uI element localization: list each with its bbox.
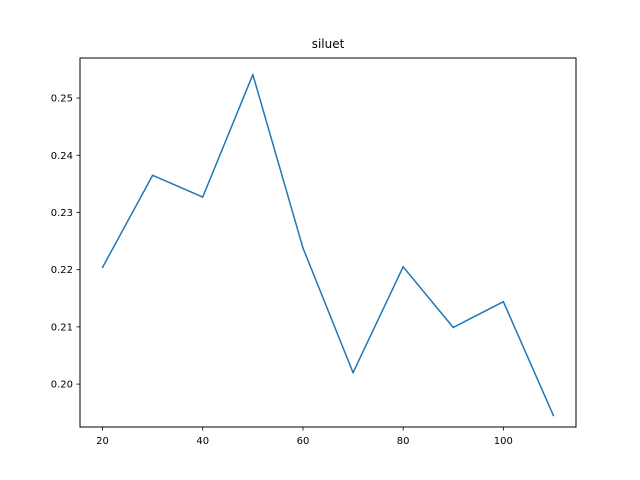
x-tick-label: 60 <box>297 436 310 447</box>
plot-frame <box>79 57 577 428</box>
data-point <box>302 247 304 249</box>
x-tick-label: 20 <box>96 436 109 447</box>
y-tick-label: 0.21 <box>51 322 73 333</box>
y-tick-label: 0.23 <box>51 208 73 219</box>
plot-series <box>101 73 555 417</box>
x-tick-label: 80 <box>397 436 410 447</box>
x-axis: 20 40 60 80 100 <box>96 427 513 447</box>
data-point <box>452 326 455 329</box>
y-tick-label: 0.20 <box>51 380 73 391</box>
series-line <box>101 73 555 416</box>
y-tick-label: 0.24 <box>51 151 73 162</box>
y-tick-label: 0.25 <box>51 94 73 105</box>
x-tick-label: 100 <box>494 436 513 447</box>
data-point <box>552 414 555 417</box>
chart-title: siluet <box>312 37 345 51</box>
data-point <box>101 266 104 269</box>
data-point <box>402 266 404 268</box>
y-tick-label: 0.22 <box>51 265 73 276</box>
data-point <box>502 300 505 303</box>
data-point <box>201 196 204 198</box>
x-tick-label: 40 <box>196 436 209 447</box>
y-axis: 0.20 0.21 0.22 0.23 0.24 0.25 <box>51 94 80 391</box>
data-point <box>151 174 154 177</box>
data-point <box>252 73 254 76</box>
data-point <box>352 371 354 374</box>
